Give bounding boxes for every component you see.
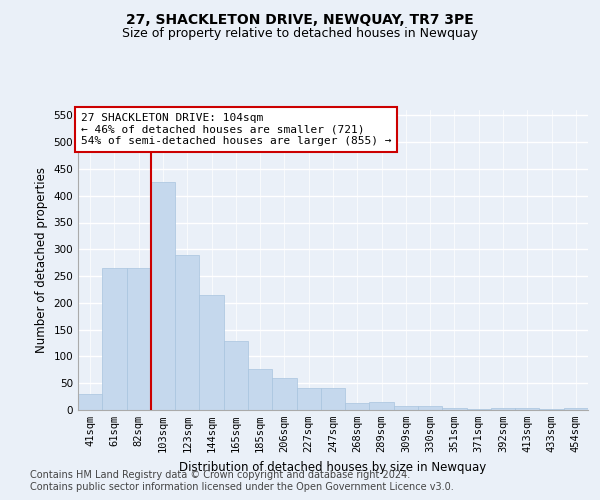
Bar	[296, 388, 321, 410]
Y-axis label: Number of detached properties: Number of detached properties	[35, 167, 48, 353]
Text: Contains public sector information licensed under the Open Government Licence v3: Contains public sector information licen…	[30, 482, 454, 492]
Bar	[321, 388, 345, 410]
Bar	[151, 182, 175, 410]
Bar	[345, 403, 370, 410]
Text: Size of property relative to detached houses in Newquay: Size of property relative to detached ho…	[122, 28, 478, 40]
Bar	[175, 254, 199, 410]
Bar	[564, 408, 588, 410]
Bar	[515, 408, 539, 410]
Text: Contains HM Land Registry data © Crown copyright and database right 2024.: Contains HM Land Registry data © Crown c…	[30, 470, 410, 480]
Bar	[491, 408, 515, 410]
Bar	[394, 406, 418, 410]
Bar	[418, 406, 442, 410]
X-axis label: Distribution of detached houses by size in Newquay: Distribution of detached houses by size …	[179, 460, 487, 473]
Bar	[127, 268, 151, 410]
Bar	[272, 378, 296, 410]
Bar	[199, 295, 224, 410]
Bar	[78, 394, 102, 410]
Bar	[370, 402, 394, 410]
Bar	[102, 268, 127, 410]
Text: 27, SHACKLETON DRIVE, NEWQUAY, TR7 3PE: 27, SHACKLETON DRIVE, NEWQUAY, TR7 3PE	[126, 12, 474, 26]
Text: 27 SHACKLETON DRIVE: 104sqm
← 46% of detached houses are smaller (721)
54% of se: 27 SHACKLETON DRIVE: 104sqm ← 46% of det…	[80, 113, 391, 146]
Bar	[224, 342, 248, 410]
Bar	[248, 369, 272, 410]
Bar	[442, 408, 467, 410]
